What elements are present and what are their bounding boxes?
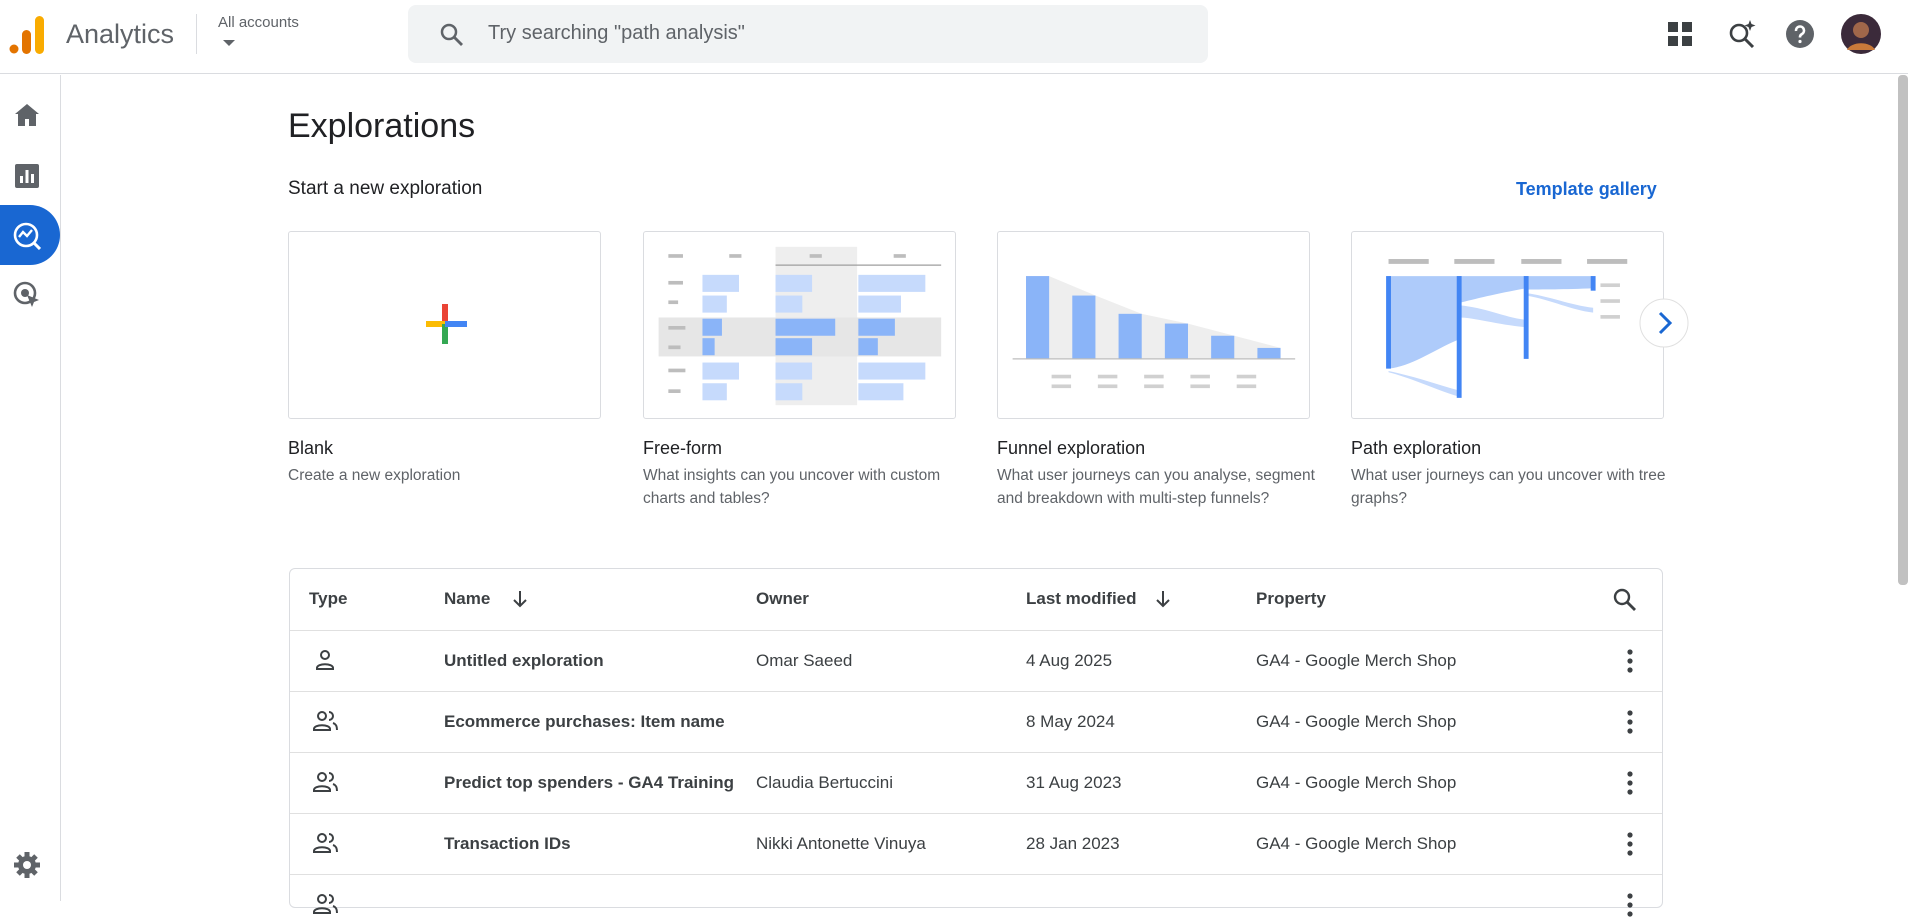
- freeform-thumbnail: [658, 246, 942, 406]
- cell: Claudia Bertuccini: [756, 773, 894, 792]
- apps-icon[interactable]: [1668, 22, 1692, 46]
- nav-advertising[interactable]: [13, 281, 43, 309]
- template-card[interactable]: [643, 231, 956, 419]
- nav-settings[interactable]: [14, 852, 40, 878]
- table-search[interactable]: [1613, 588, 1637, 612]
- cell: 8 May 2024: [1026, 712, 1115, 731]
- type-icon: [313, 771, 338, 792]
- template-description: What user journeys can you analyse, segm…: [997, 467, 1315, 507]
- row-divider: [290, 691, 1662, 692]
- next-button[interactable]: [1638, 297, 1690, 349]
- funnel-thumbnail: [1012, 276, 1296, 389]
- template-title: Path exploration: [1351, 438, 1482, 458]
- type-icon: [313, 893, 338, 914]
- avatar[interactable]: [1841, 14, 1881, 54]
- dropdown-icon[interactable]: [222, 39, 236, 47]
- cell: GA4 - Google Merch Shop: [1256, 773, 1457, 792]
- column-header[interactable]: Type: [309, 589, 348, 608]
- cell: GA4 - Google Merch Shop: [1256, 834, 1457, 853]
- cell[interactable]: Ecommerce purchases: Item name: [444, 712, 725, 731]
- column-header[interactable]: Last modified: [1026, 589, 1137, 608]
- type-icon: [313, 832, 338, 853]
- nav-reports[interactable]: [15, 164, 39, 188]
- cell[interactable]: Untitled exploration: [444, 651, 604, 670]
- cell[interactable]: Transaction IDs: [444, 834, 571, 853]
- template-title: Funnel exploration: [997, 438, 1146, 458]
- column-header[interactable]: Name: [444, 589, 491, 608]
- account-picker[interactable]: All accounts: [218, 14, 299, 31]
- template-card[interactable]: [288, 231, 601, 419]
- template-gallery-link[interactable]: Template gallery: [1516, 179, 1657, 199]
- type-icon: [313, 710, 338, 731]
- explorations-table: [289, 568, 1663, 908]
- section-title: Start a new exploration: [288, 178, 483, 199]
- search-placeholder: Try searching "path analysis": [488, 22, 745, 44]
- blank-thumbnail: [426, 304, 467, 344]
- template-card[interactable]: [1351, 231, 1664, 419]
- search-box[interactable]: Try searching "path analysis": [408, 5, 1208, 63]
- row-divider: [290, 874, 1662, 875]
- row-divider: [290, 752, 1662, 753]
- row-divider: [290, 813, 1662, 814]
- sort-icon[interactable]: [1155, 590, 1171, 608]
- cell: 31 Aug 2023: [1026, 773, 1122, 792]
- nav-home[interactable]: [14, 103, 40, 127]
- template-title: Free-form: [643, 438, 723, 458]
- column-header[interactable]: Owner: [756, 589, 809, 608]
- template-description: What insights can you uncover with custo…: [643, 467, 941, 507]
- search-icon: [440, 23, 463, 46]
- side-nav: [0, 75, 61, 901]
- nav-explore-icon: [13, 222, 41, 250]
- logo: [9, 16, 44, 54]
- row-menu[interactable]: [1625, 710, 1635, 734]
- help-icon[interactable]: [1786, 20, 1814, 48]
- row-menu[interactable]: [1625, 649, 1635, 673]
- cell: Omar Saeed: [756, 651, 853, 670]
- insights-icon[interactable]: [1728, 20, 1756, 48]
- row-divider: [290, 630, 1662, 631]
- column-header[interactable]: Property: [1256, 589, 1326, 608]
- type-icon: [316, 649, 334, 670]
- cell: Nikki Antonette Vinuya: [756, 834, 926, 853]
- path-thumbnail: [1386, 259, 1628, 398]
- cell: 28 Jan 2023: [1026, 834, 1120, 853]
- template-description: What user journeys can you uncover with …: [1351, 467, 1666, 507]
- cell: GA4 - Google Merch Shop: [1256, 651, 1457, 670]
- template-title: Blank: [288, 438, 334, 458]
- top-bar: Analytics All accounts Try searching "pa…: [0, 0, 1908, 74]
- cell: GA4 - Google Merch Shop: [1256, 712, 1457, 731]
- cell[interactable]: Predict top spenders - GA4 Training: [444, 773, 734, 792]
- row-menu[interactable]: [1625, 771, 1635, 795]
- sort-icon[interactable]: [512, 590, 528, 608]
- template-card[interactable]: [997, 231, 1310, 419]
- nav-explore-active[interactable]: [0, 205, 60, 265]
- row-menu[interactable]: [1625, 832, 1635, 856]
- scrollbar[interactable]: [1898, 75, 1908, 585]
- page-title: Explorations: [288, 107, 476, 145]
- product-name: Analytics: [66, 19, 175, 49]
- cell: 4 Aug 2025: [1026, 651, 1113, 670]
- template-description: Create a new exploration: [288, 467, 461, 484]
- row-menu[interactable]: [1625, 893, 1635, 917]
